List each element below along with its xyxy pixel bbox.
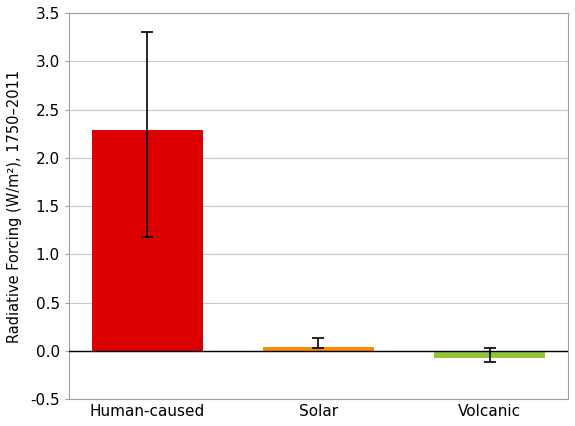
Bar: [434, 351, 545, 358]
Bar: [91, 130, 203, 351]
Bar: [263, 347, 374, 351]
Y-axis label: Radiative Forcing (W/m²), 1750–2011: Radiative Forcing (W/m²), 1750–2011: [7, 69, 22, 343]
